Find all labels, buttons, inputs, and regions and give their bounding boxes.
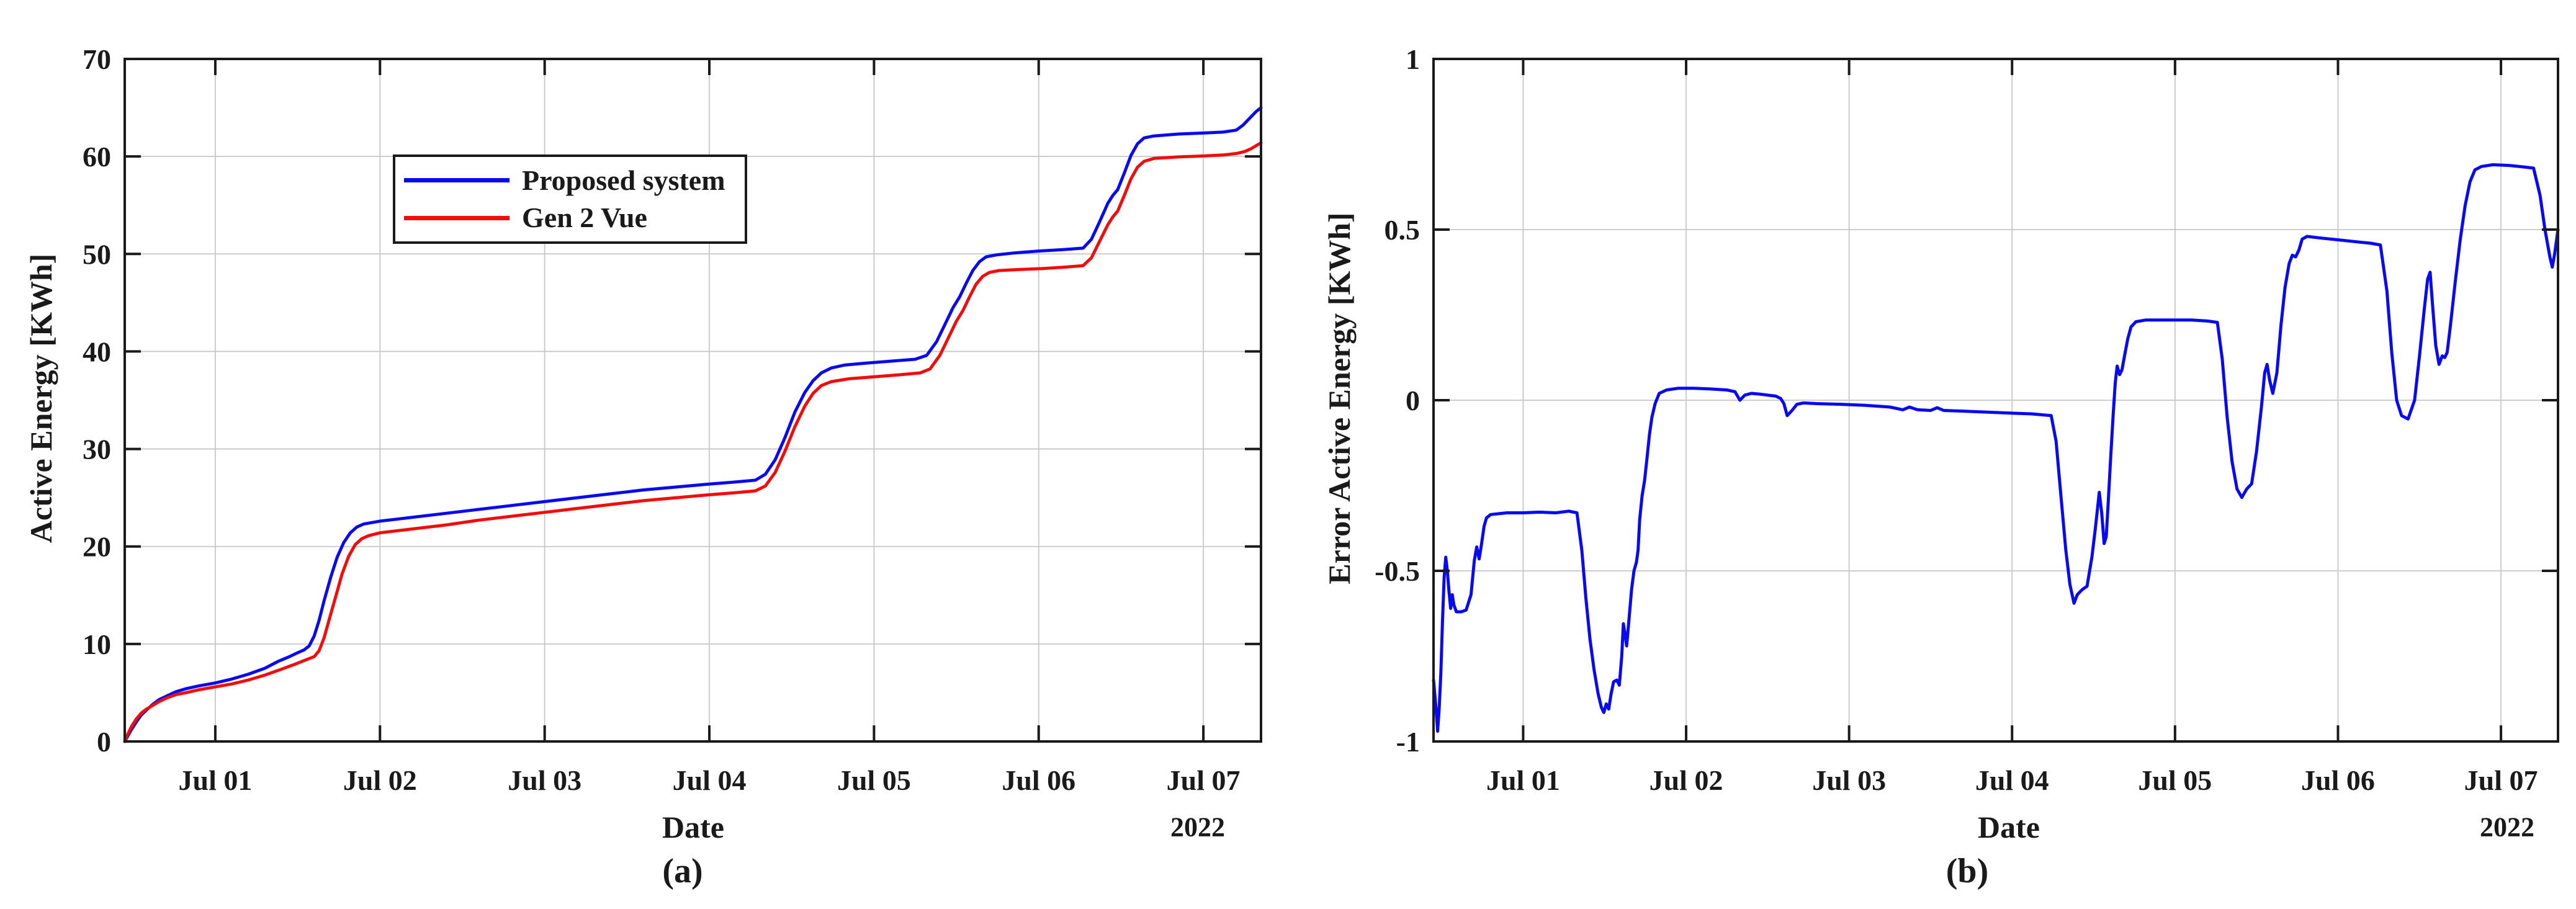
- x-tick-label: Jul 06: [2301, 764, 2375, 796]
- x-tick-label: Jul 03: [1812, 764, 1886, 796]
- chart-a-year-label: 2022: [1170, 812, 1225, 843]
- x-tick-label: Jul 04: [1975, 764, 2049, 796]
- series-line-proposed-system: [123, 106, 1263, 743]
- chart-a-legend: Proposed system Gen 2 Vue: [393, 154, 747, 244]
- chart-b-x-axis-label: Date: [1978, 810, 2040, 844]
- y-tick-label: 20: [83, 531, 111, 563]
- x-tick-label: Jul 04: [673, 764, 747, 796]
- x-tick-label: Jul 07: [2464, 764, 2538, 796]
- legend-label-proposed-system: Proposed system: [522, 164, 725, 196]
- y-tick-label: 0: [97, 726, 111, 758]
- legend-line-sample-proposed-system: [404, 178, 509, 183]
- y-tick-label: 30: [83, 434, 111, 465]
- x-tick-label: Jul 07: [1167, 764, 1241, 796]
- y-tick-label: 60: [83, 141, 111, 172]
- y-tick-label: 0: [1406, 385, 1420, 416]
- chart-a-y-axis-label: Active Energy [KWh]: [24, 253, 58, 544]
- y-tick-label: 1: [1406, 43, 1420, 75]
- legend-row-proposed-system: Proposed system: [395, 166, 745, 195]
- y-tick-label: 50: [83, 238, 111, 270]
- x-tick-label: Jul 03: [508, 764, 581, 796]
- chart-b-y-axis-label: Error Active Energy [KWh]: [1322, 212, 1357, 584]
- legend-row-gen-2-vue: Gen 2 Vue: [395, 204, 745, 232]
- y-tick-label: 70: [83, 43, 111, 75]
- legend-line-sample-gen-2-vue: [404, 215, 509, 220]
- x-tick-label: Jul 02: [1649, 764, 1723, 796]
- x-tick-label: Jul 05: [837, 764, 911, 796]
- chart-b-year-label: 2022: [2480, 812, 2534, 843]
- y-tick-label: -0.5: [1375, 555, 1420, 587]
- chart-a-caption: (a): [662, 852, 703, 890]
- plot-border: [123, 58, 1262, 743]
- chart-b-caption: (b): [1945, 852, 1989, 890]
- chart-a-x-axis-label: Date: [662, 810, 724, 844]
- x-tick-label: Jul 01: [1486, 764, 1560, 796]
- series-line-gen-2-vue: [123, 141, 1263, 743]
- x-tick-label: Jul 02: [343, 764, 417, 796]
- series-line-error: [1432, 163, 2560, 733]
- x-tick-label: Jul 01: [179, 764, 253, 796]
- y-tick-label: 40: [83, 336, 111, 367]
- x-tick-label: Jul 06: [1002, 764, 1075, 796]
- y-tick-label: -1: [1396, 726, 1420, 758]
- x-tick-label: Jul 05: [2138, 764, 2212, 796]
- y-tick-label: 0.5: [1384, 214, 1420, 246]
- y-tick-label: 10: [83, 629, 111, 660]
- legend-label-gen-2-vue: Gen 2 Vue: [522, 202, 647, 234]
